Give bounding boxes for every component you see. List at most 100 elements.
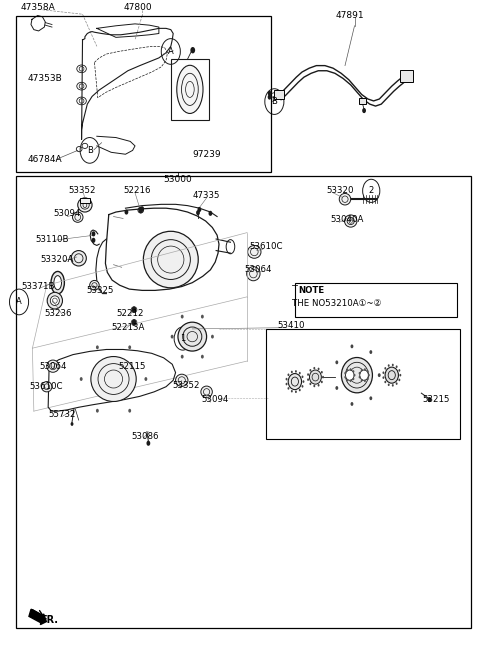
Ellipse shape [50, 296, 60, 306]
Circle shape [146, 441, 150, 446]
Ellipse shape [310, 370, 322, 384]
Circle shape [128, 409, 131, 413]
Circle shape [368, 374, 370, 377]
Ellipse shape [71, 250, 86, 266]
Circle shape [350, 402, 353, 406]
Text: 53064: 53064 [245, 265, 272, 274]
Circle shape [347, 379, 348, 381]
Circle shape [71, 422, 73, 426]
Circle shape [191, 47, 195, 54]
Text: A: A [168, 47, 174, 56]
Ellipse shape [339, 194, 351, 205]
Circle shape [367, 370, 369, 373]
Ellipse shape [91, 357, 136, 401]
Circle shape [291, 390, 293, 392]
Circle shape [361, 369, 363, 372]
Text: 47358A: 47358A [21, 3, 55, 12]
Circle shape [396, 366, 397, 368]
Ellipse shape [201, 386, 212, 397]
Text: 53610C: 53610C [250, 243, 283, 251]
Ellipse shape [360, 370, 368, 381]
Text: 53086: 53086 [131, 432, 159, 441]
Circle shape [302, 381, 304, 383]
Ellipse shape [177, 65, 203, 114]
Text: 55732: 55732 [48, 410, 76, 419]
Circle shape [352, 377, 354, 380]
Text: 52216: 52216 [123, 186, 151, 195]
Circle shape [288, 387, 289, 390]
Bar [266, 329, 459, 439]
Circle shape [352, 370, 354, 373]
Circle shape [299, 389, 300, 392]
Circle shape [295, 390, 297, 393]
Circle shape [286, 382, 288, 385]
Text: 53215: 53215 [422, 395, 450, 404]
Text: B: B [87, 146, 93, 155]
Circle shape [364, 368, 366, 371]
Circle shape [268, 95, 272, 99]
Text: 47353B: 47353B [28, 74, 62, 83]
Text: 53000: 53000 [164, 175, 192, 184]
Ellipse shape [90, 281, 99, 290]
Circle shape [370, 396, 372, 400]
Circle shape [322, 376, 324, 379]
Circle shape [398, 379, 400, 381]
Text: A: A [16, 297, 22, 306]
Circle shape [318, 368, 320, 370]
Circle shape [313, 384, 315, 387]
Circle shape [398, 369, 400, 372]
Circle shape [428, 397, 432, 402]
Text: 46784A: 46784A [28, 155, 62, 164]
Text: FR.: FR. [40, 615, 59, 626]
Bar [16, 15, 271, 172]
Circle shape [307, 373, 309, 376]
Circle shape [201, 355, 204, 359]
Circle shape [362, 108, 366, 113]
Circle shape [388, 364, 390, 367]
Circle shape [354, 374, 356, 377]
Circle shape [347, 369, 348, 372]
Circle shape [295, 370, 297, 373]
Circle shape [388, 384, 390, 386]
Circle shape [370, 350, 372, 354]
Circle shape [364, 379, 366, 382]
Circle shape [384, 381, 386, 383]
Ellipse shape [346, 370, 354, 381]
Circle shape [321, 381, 323, 383]
Ellipse shape [341, 357, 372, 393]
Circle shape [196, 210, 200, 215]
Text: 53325: 53325 [86, 286, 114, 295]
Circle shape [310, 382, 312, 385]
Text: 53352: 53352 [172, 381, 200, 390]
Bar [275, 90, 284, 99]
Circle shape [80, 377, 83, 381]
Circle shape [124, 210, 128, 215]
Ellipse shape [51, 272, 64, 294]
Circle shape [132, 306, 136, 313]
Text: 53094: 53094 [54, 210, 81, 219]
Text: 47891: 47891 [336, 11, 364, 20]
Circle shape [211, 335, 214, 339]
Circle shape [171, 335, 174, 339]
Circle shape [384, 367, 386, 370]
Circle shape [321, 371, 323, 373]
Circle shape [336, 386, 338, 390]
Circle shape [383, 376, 384, 379]
Text: 53094: 53094 [202, 395, 229, 404]
Circle shape [181, 315, 184, 319]
Circle shape [313, 367, 315, 370]
Text: THE NO53210A①~②: THE NO53210A①~② [292, 299, 382, 308]
Ellipse shape [144, 232, 198, 288]
Bar [295, 283, 457, 317]
Circle shape [383, 372, 384, 374]
Bar [80, 198, 90, 203]
Circle shape [392, 364, 394, 366]
Bar [171, 59, 209, 120]
Circle shape [349, 368, 351, 371]
Circle shape [96, 345, 99, 349]
Circle shape [399, 374, 401, 377]
Text: 53236: 53236 [44, 309, 72, 318]
Text: 52115: 52115 [118, 362, 146, 371]
Circle shape [291, 371, 293, 373]
Circle shape [181, 355, 184, 359]
